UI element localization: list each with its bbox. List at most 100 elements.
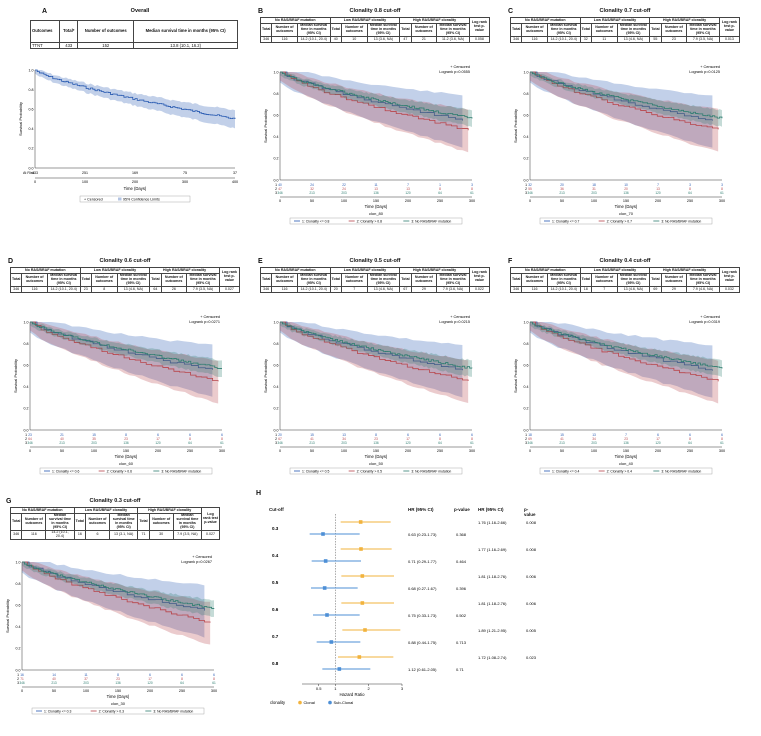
col-header: Total [329,22,342,38]
col-header: Total [579,272,592,288]
at-risk-count: 8 [471,187,473,191]
p-value-cell: 0.027 [201,529,220,541]
table-cell: 346 [509,36,523,43]
panel-a-y-tick-label: 0.2 [29,147,34,151]
panel-a-y-tick-label: 0.6 [29,108,34,112]
km-y-tick-label: 1.0 [16,560,21,564]
subclonal-p-label: 0.502 [456,613,467,618]
panel-label: C [508,8,514,15]
subgroup-table: No RAS/BRAF mutation Low RAS/BRAF clonal… [9,266,241,293]
point-estimate [360,574,365,578]
at-risk-count: 40 [278,183,282,187]
at-risk-count: 120 [655,441,661,445]
at-risk-count: 22 [342,183,346,187]
at-risk-count: 203 [591,441,597,445]
col-header: Median survival time in months (95% CI) [296,272,331,288]
clonal-p-label: 0.006 [526,574,537,579]
km-y-tick-label: 0.4 [274,135,279,139]
km-x-tick-label: 300 [219,449,225,453]
at-risk-count: 13 [406,187,410,191]
at-risk-count: 55 [528,187,532,191]
panel-a-x-axis-label: Time (Days) [124,186,147,191]
panel-a-y-tick-label: 0.8 [29,88,34,92]
at-risk-stratum: 1 [17,673,19,677]
at-risk-count: 169 [132,171,138,175]
km-y-tick-label: 1.0 [524,320,529,324]
logrank-label: Logrank p=0.0215 [439,320,470,324]
col-header: Total [259,22,273,38]
at-risk-count: 17 [406,437,410,441]
km-y-tick-label: 0.0 [524,428,529,432]
at-risk-count: 213 [309,441,315,445]
subgroup-table: No RAS/BRAF mutation Low RAS/BRAF clonal… [259,16,491,43]
km-legend-box [289,217,463,225]
legend-entry: 3: No RAS/BRAF mutation [411,219,451,223]
at-risk-count: 61 [470,441,474,445]
at-risk-count: 8 [689,187,691,191]
hdr-logrank: Log rank test p-value [468,16,491,38]
col-header-row: Total Number of outcomes Median survival t… [509,22,740,38]
km-y-tick-label: 0.0 [524,178,529,182]
km-plot: 0.0 0.2 0.4 0.6 0.8 1.0 Survival Probability + … [513,315,725,475]
p-value-cell: 0.027 [218,286,241,293]
km-y-tick-label: 1.0 [24,320,29,324]
panel-title: Clonality 0.5 cut-off [349,258,401,264]
subclonal-p-label: 0.71 [456,667,465,672]
at-risk-count: 61 [470,191,474,195]
low-clonality-ci-band [530,322,713,398]
point-estimate [360,601,365,605]
at-risk-stratum: 1 [525,183,527,187]
clonal-hr-label: 1.81 (1.18-2.76) [478,574,507,579]
legend-entry: 2: Clonality > 0.4 [607,469,632,473]
at-risk-count: 37 [84,677,88,681]
no-mutation-ci-band [280,322,472,377]
strata-name: clon_60 [119,461,134,466]
low-clonality-ci-band [30,322,213,397]
strata-name: clon_40 [619,461,634,466]
at-risk-stratum: 2 [275,187,277,191]
at-risk-count: 34 [342,437,346,441]
cutoff-label: 0.5 [272,580,279,585]
at-risk-count: 3 [721,183,723,187]
at-risk-count: 36 [560,187,564,191]
forest-p-header-subclonal: p-value [454,507,470,512]
at-risk-stratum: 2 [525,187,527,191]
km-y-tick-label: 0.6 [16,604,21,608]
km-y-axis-label: Survival Probability [513,359,518,393]
high-clonality-ci-band [530,72,719,152]
at-risk-count: 6 [657,433,659,437]
cutoff-label: 0.4 [272,553,279,558]
km-y-tick-label: 0.0 [274,178,279,182]
at-risk-count: 8 [439,437,441,441]
high-clonality-survival-curve [530,71,719,130]
table-cell: 20 [329,286,342,293]
panel-a-y-tick-label: 0.4 [29,127,34,131]
at-risk-count: 346 [277,441,283,445]
at-risk-count: 61 [212,681,216,685]
legend-entry: 2: Clonality > 0.3 [99,709,124,713]
hdr-logrank: Log rank test p-value [718,266,741,288]
at-risk-count: 64 [438,441,442,445]
at-risk-count: 11 [84,673,88,677]
cell-median: 13.8 (10.1, 16.2) [133,41,238,50]
km-y-tick-label: 0.4 [524,135,529,139]
km-y-tick-label: 0.0 [274,428,279,432]
km-x-tick-label: 50 [310,199,314,203]
forest-x-tick-label: 0.5 [316,686,322,691]
table-cell: 7.9 (3.5, NA) [172,529,203,541]
at-risk-count: 136 [123,441,129,445]
at-risk-count: 8 [721,437,723,441]
low-clonality-ci-band [280,72,463,148]
at-risk-count: 17 [148,677,152,681]
no-mutation-ci-band [22,562,214,617]
at-risk-count: 6 [181,673,183,677]
col-header: Total [149,272,162,288]
cell-outcome: TTNT [29,41,61,50]
km-legend-box [539,467,713,475]
at-risk-count: 37 [233,171,237,175]
km-y-tick-label: 0.2 [524,407,529,411]
at-risk-stratum: 1 [25,433,27,437]
legend-censored: + Censored [84,198,103,202]
at-risk-count: 61 [720,441,724,445]
panel-a-y-tick-label: 1.0 [29,68,34,72]
